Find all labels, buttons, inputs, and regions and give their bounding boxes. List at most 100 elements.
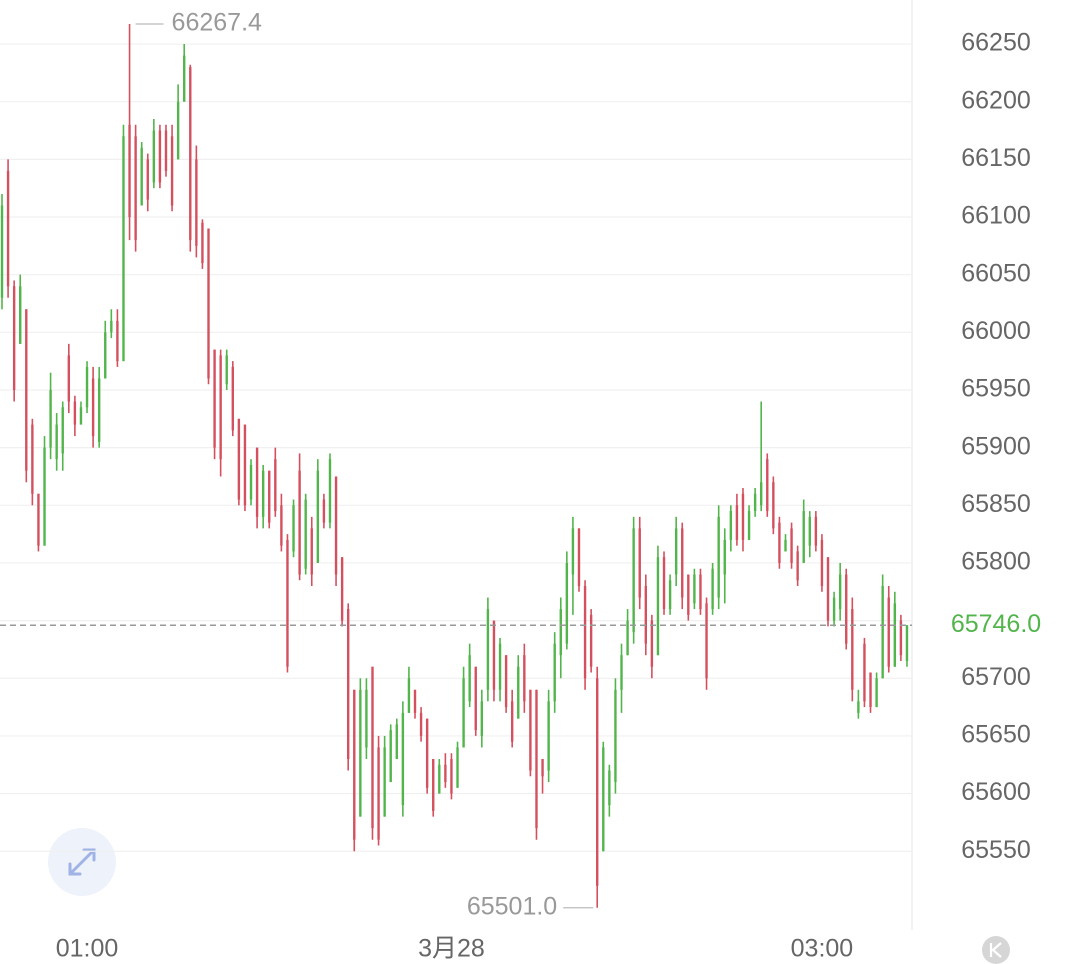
candle-body bbox=[0, 205, 4, 298]
candle-body bbox=[170, 136, 174, 206]
y-tick-label: 66000 bbox=[961, 317, 1031, 345]
candle-body bbox=[772, 482, 775, 529]
candle-body bbox=[55, 424, 58, 460]
candle-body bbox=[298, 470, 301, 575]
k-button[interactable] bbox=[982, 936, 1010, 964]
candle-body bbox=[492, 620, 496, 690]
candle-body bbox=[201, 222, 204, 264]
candle-body bbox=[486, 609, 490, 690]
candle-body bbox=[535, 689, 538, 829]
candle-body bbox=[365, 689, 368, 748]
candle-body bbox=[85, 366, 89, 408]
candle-body bbox=[845, 574, 848, 644]
candle-body bbox=[340, 557, 344, 621]
candle-body bbox=[79, 407, 83, 425]
candle-body bbox=[553, 643, 556, 702]
candle-body bbox=[316, 470, 320, 563]
candle-body bbox=[790, 528, 793, 563]
candle-body bbox=[104, 332, 107, 379]
candle-body bbox=[681, 528, 684, 598]
low-label: 65501.0 bbox=[467, 892, 557, 920]
candle-body bbox=[334, 476, 338, 575]
candle-body bbox=[432, 758, 435, 811]
candle-body bbox=[128, 124, 131, 218]
candle-body bbox=[328, 459, 332, 523]
x-tick-label: 3月28 bbox=[418, 935, 485, 963]
candle-body bbox=[158, 130, 162, 183]
candle-body bbox=[711, 568, 714, 610]
candle-body bbox=[383, 747, 386, 817]
candle-body bbox=[438, 764, 441, 794]
candle-body bbox=[152, 130, 156, 183]
candle-body bbox=[110, 320, 113, 333]
y-tick-label: 65850 bbox=[961, 490, 1031, 518]
expand-icon[interactable] bbox=[68, 848, 96, 876]
candle-body bbox=[261, 470, 265, 517]
candle-body bbox=[596, 678, 599, 886]
candle-body bbox=[523, 655, 526, 702]
candle-body bbox=[498, 643, 502, 690]
candle-body bbox=[67, 355, 71, 402]
candle-body bbox=[49, 389, 52, 448]
candle-body bbox=[97, 378, 101, 442]
candle-body bbox=[717, 516, 720, 598]
candle-body bbox=[668, 580, 672, 610]
high-label: 66267.4 bbox=[172, 9, 262, 37]
candle-body bbox=[851, 609, 854, 690]
candle-body bbox=[304, 499, 307, 569]
candle-body bbox=[183, 55, 186, 102]
candle-body bbox=[116, 320, 119, 362]
candle-body bbox=[480, 701, 484, 736]
candle-body bbox=[559, 609, 562, 656]
candle-body bbox=[620, 655, 623, 690]
candle-body bbox=[91, 378, 95, 437]
k-icon[interactable] bbox=[989, 942, 1002, 958]
candle-body bbox=[122, 136, 125, 362]
candle-body bbox=[699, 574, 702, 610]
candle-body bbox=[814, 516, 818, 546]
candle-body bbox=[905, 625, 909, 661]
expand-button[interactable] bbox=[48, 828, 116, 896]
candle-body bbox=[413, 689, 417, 713]
candle-body bbox=[31, 424, 34, 494]
candle-body bbox=[838, 574, 842, 610]
candle-body bbox=[662, 557, 666, 610]
candle-body bbox=[25, 309, 28, 471]
candle-body bbox=[875, 678, 878, 708]
candle-body bbox=[146, 159, 149, 200]
candle-body bbox=[547, 701, 550, 771]
candle-body bbox=[687, 574, 690, 615]
candle-body bbox=[729, 511, 733, 540]
y-tick-label: 65950 bbox=[961, 375, 1031, 403]
last-price-box bbox=[922, 605, 1080, 646]
candle-body bbox=[353, 689, 356, 840]
candle-body bbox=[541, 758, 544, 777]
candle-body bbox=[565, 562, 569, 644]
candle-body bbox=[863, 643, 866, 702]
candle-body bbox=[656, 557, 660, 656]
candle-body bbox=[225, 355, 228, 385]
candle-body bbox=[583, 586, 587, 679]
y-tick-label: 66200 bbox=[961, 86, 1031, 114]
candle-body bbox=[274, 459, 277, 512]
candle-body bbox=[893, 603, 897, 667]
candle-body bbox=[6, 170, 10, 287]
candle-body bbox=[371, 666, 374, 829]
candle-body bbox=[857, 701, 860, 713]
k-circle[interactable] bbox=[982, 936, 1010, 964]
candle-body bbox=[796, 551, 799, 581]
y-tick-label: 65700 bbox=[961, 663, 1031, 691]
candle-body bbox=[820, 539, 824, 587]
candle-body bbox=[808, 516, 811, 546]
candle-body bbox=[164, 130, 168, 171]
candle-body bbox=[322, 499, 326, 523]
candle-body bbox=[255, 447, 259, 517]
candle-body bbox=[644, 586, 648, 644]
candle-body bbox=[638, 528, 641, 598]
candle-body bbox=[310, 528, 313, 575]
candle-body bbox=[674, 528, 678, 575]
candle-body bbox=[19, 286, 22, 344]
